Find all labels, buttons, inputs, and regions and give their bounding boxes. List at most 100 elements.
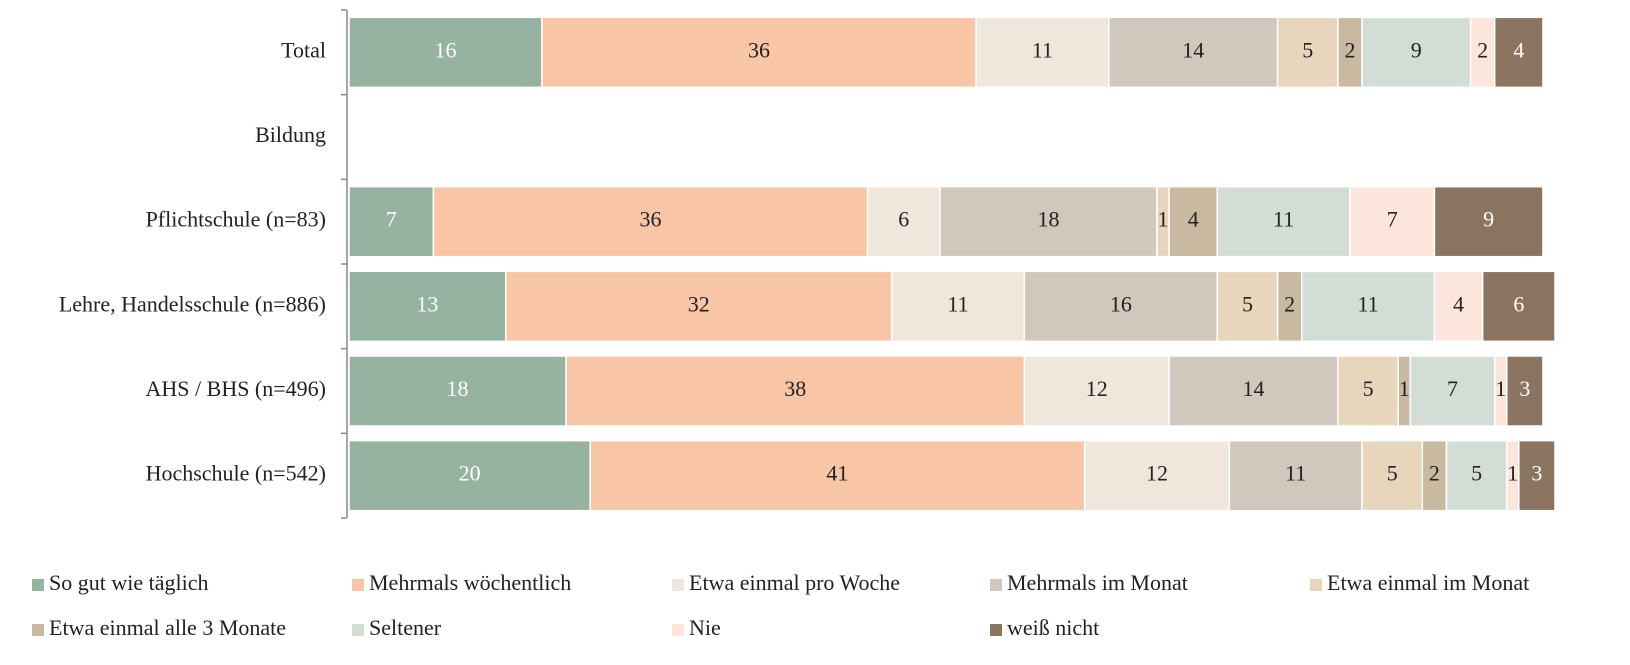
data-label: 6 [898, 207, 909, 232]
bar-segment [348, 270, 507, 343]
legend-swatch [1310, 579, 1322, 591]
legend-swatch [352, 624, 364, 636]
data-label: 5 [1242, 291, 1253, 316]
legend-label: Etwa einmal im Monat [1327, 570, 1529, 595]
data-label: 36 [640, 207, 662, 232]
legend-swatch [672, 624, 684, 636]
legend-swatch [352, 579, 364, 591]
data-label: 16 [1110, 291, 1132, 316]
data-label: 14 [1182, 37, 1204, 62]
data-label: 9 [1411, 37, 1422, 62]
data-label: 1 [1158, 207, 1169, 232]
data-label: 36 [748, 37, 770, 62]
bar-segment [505, 270, 893, 343]
legend-label: weiß nicht [1007, 615, 1099, 640]
bar-segment [1493, 16, 1544, 89]
bar-segment [1216, 270, 1279, 343]
bar-segment [939, 185, 1158, 258]
data-label: 2 [1344, 37, 1355, 62]
data-label: 1 [1495, 376, 1506, 401]
legend-swatch [32, 624, 44, 636]
bar-segment [1361, 16, 1472, 89]
bar-segment [541, 16, 977, 89]
legend-label: Nie [689, 615, 721, 640]
bar-segment [348, 439, 591, 512]
data-label: 5 [1363, 376, 1374, 401]
data-label: 2 [1429, 461, 1440, 486]
data-label: 12 [1146, 461, 1168, 486]
data-label: 16 [434, 37, 456, 62]
bar-segment [1421, 439, 1448, 512]
legend-label: Etwa einmal alle 3 Monate [49, 615, 286, 640]
bar-segment [1276, 270, 1303, 343]
data-label: 11 [1273, 207, 1294, 232]
data-label: 3 [1531, 461, 1542, 486]
bar-segment [1023, 355, 1170, 427]
data-label: 6 [1513, 291, 1524, 316]
bar-segment [348, 355, 567, 427]
data-label: 11 [1285, 461, 1306, 486]
legend-swatch [990, 624, 1002, 636]
category-label: Total [281, 37, 326, 62]
bar-segment [1300, 270, 1436, 343]
bar-segment [1445, 439, 1508, 512]
bar-segment [1216, 185, 1351, 258]
bar-segment [1469, 16, 1496, 89]
bar-segment [1409, 355, 1496, 427]
data-label: 7 [1447, 376, 1458, 401]
data-label: 1 [1507, 461, 1518, 486]
data-label: 11 [1032, 37, 1053, 62]
data-label: 4 [1188, 207, 1199, 232]
data-label: 12 [1086, 376, 1108, 401]
data-label: 7 [386, 207, 397, 232]
bar-segment [1506, 355, 1544, 427]
data-label: 3 [1519, 376, 1530, 401]
category-label: Hochschule (n=542) [146, 461, 326, 486]
data-label: 2 [1477, 37, 1488, 62]
data-label: 4 [1453, 291, 1464, 316]
category-label: AHS / BHS (n=496) [146, 376, 326, 401]
category-label: Lehre, Handelsschule (n=886) [59, 291, 326, 316]
bar-segment [589, 439, 1086, 512]
data-label: 1 [1399, 376, 1410, 401]
bar-segment [1228, 439, 1363, 512]
data-label: 2 [1284, 291, 1295, 316]
data-label: 9 [1483, 207, 1494, 232]
bar-segment [866, 185, 941, 258]
data-label: 5 [1387, 461, 1398, 486]
bar-segment [1168, 185, 1219, 258]
bar-segment [1023, 270, 1219, 343]
data-label: 32 [688, 291, 710, 316]
data-label: 11 [947, 291, 968, 316]
bar-segment [1518, 439, 1556, 512]
legend-label: Mehrmals wöchentlich [369, 570, 571, 595]
legend-label: Seltener [369, 615, 442, 640]
data-label: 7 [1387, 207, 1398, 232]
legend-label: Etwa einmal pro Woche [689, 570, 900, 595]
bar-segment [432, 185, 869, 258]
legend-label: So gut wie täglich [49, 570, 208, 595]
data-label: 41 [826, 461, 848, 486]
data-label: 14 [1243, 376, 1265, 401]
bar-segment [1481, 270, 1556, 343]
legend-label: Mehrmals im Monat [1007, 570, 1188, 595]
data-label: 11 [1357, 291, 1378, 316]
bar-segment [1083, 439, 1231, 512]
data-label: 18 [1037, 207, 1059, 232]
bar-segment [1337, 355, 1399, 427]
category-label: Pflichtschule (n=83) [146, 207, 326, 232]
legend-swatch [990, 579, 1002, 591]
data-label: 13 [416, 291, 438, 316]
category-label: Bildung [255, 122, 326, 147]
bar-segment [1361, 439, 1424, 512]
data-label: 5 [1471, 461, 1482, 486]
bar-segment [348, 16, 543, 89]
bar-segment [890, 270, 1026, 343]
bar-segment [1433, 185, 1544, 258]
bar-segment [1433, 270, 1484, 343]
bar-segment [1337, 16, 1363, 89]
data-label: 20 [459, 461, 481, 486]
bar-segment [1168, 355, 1339, 427]
data-label: 5 [1302, 37, 1313, 62]
